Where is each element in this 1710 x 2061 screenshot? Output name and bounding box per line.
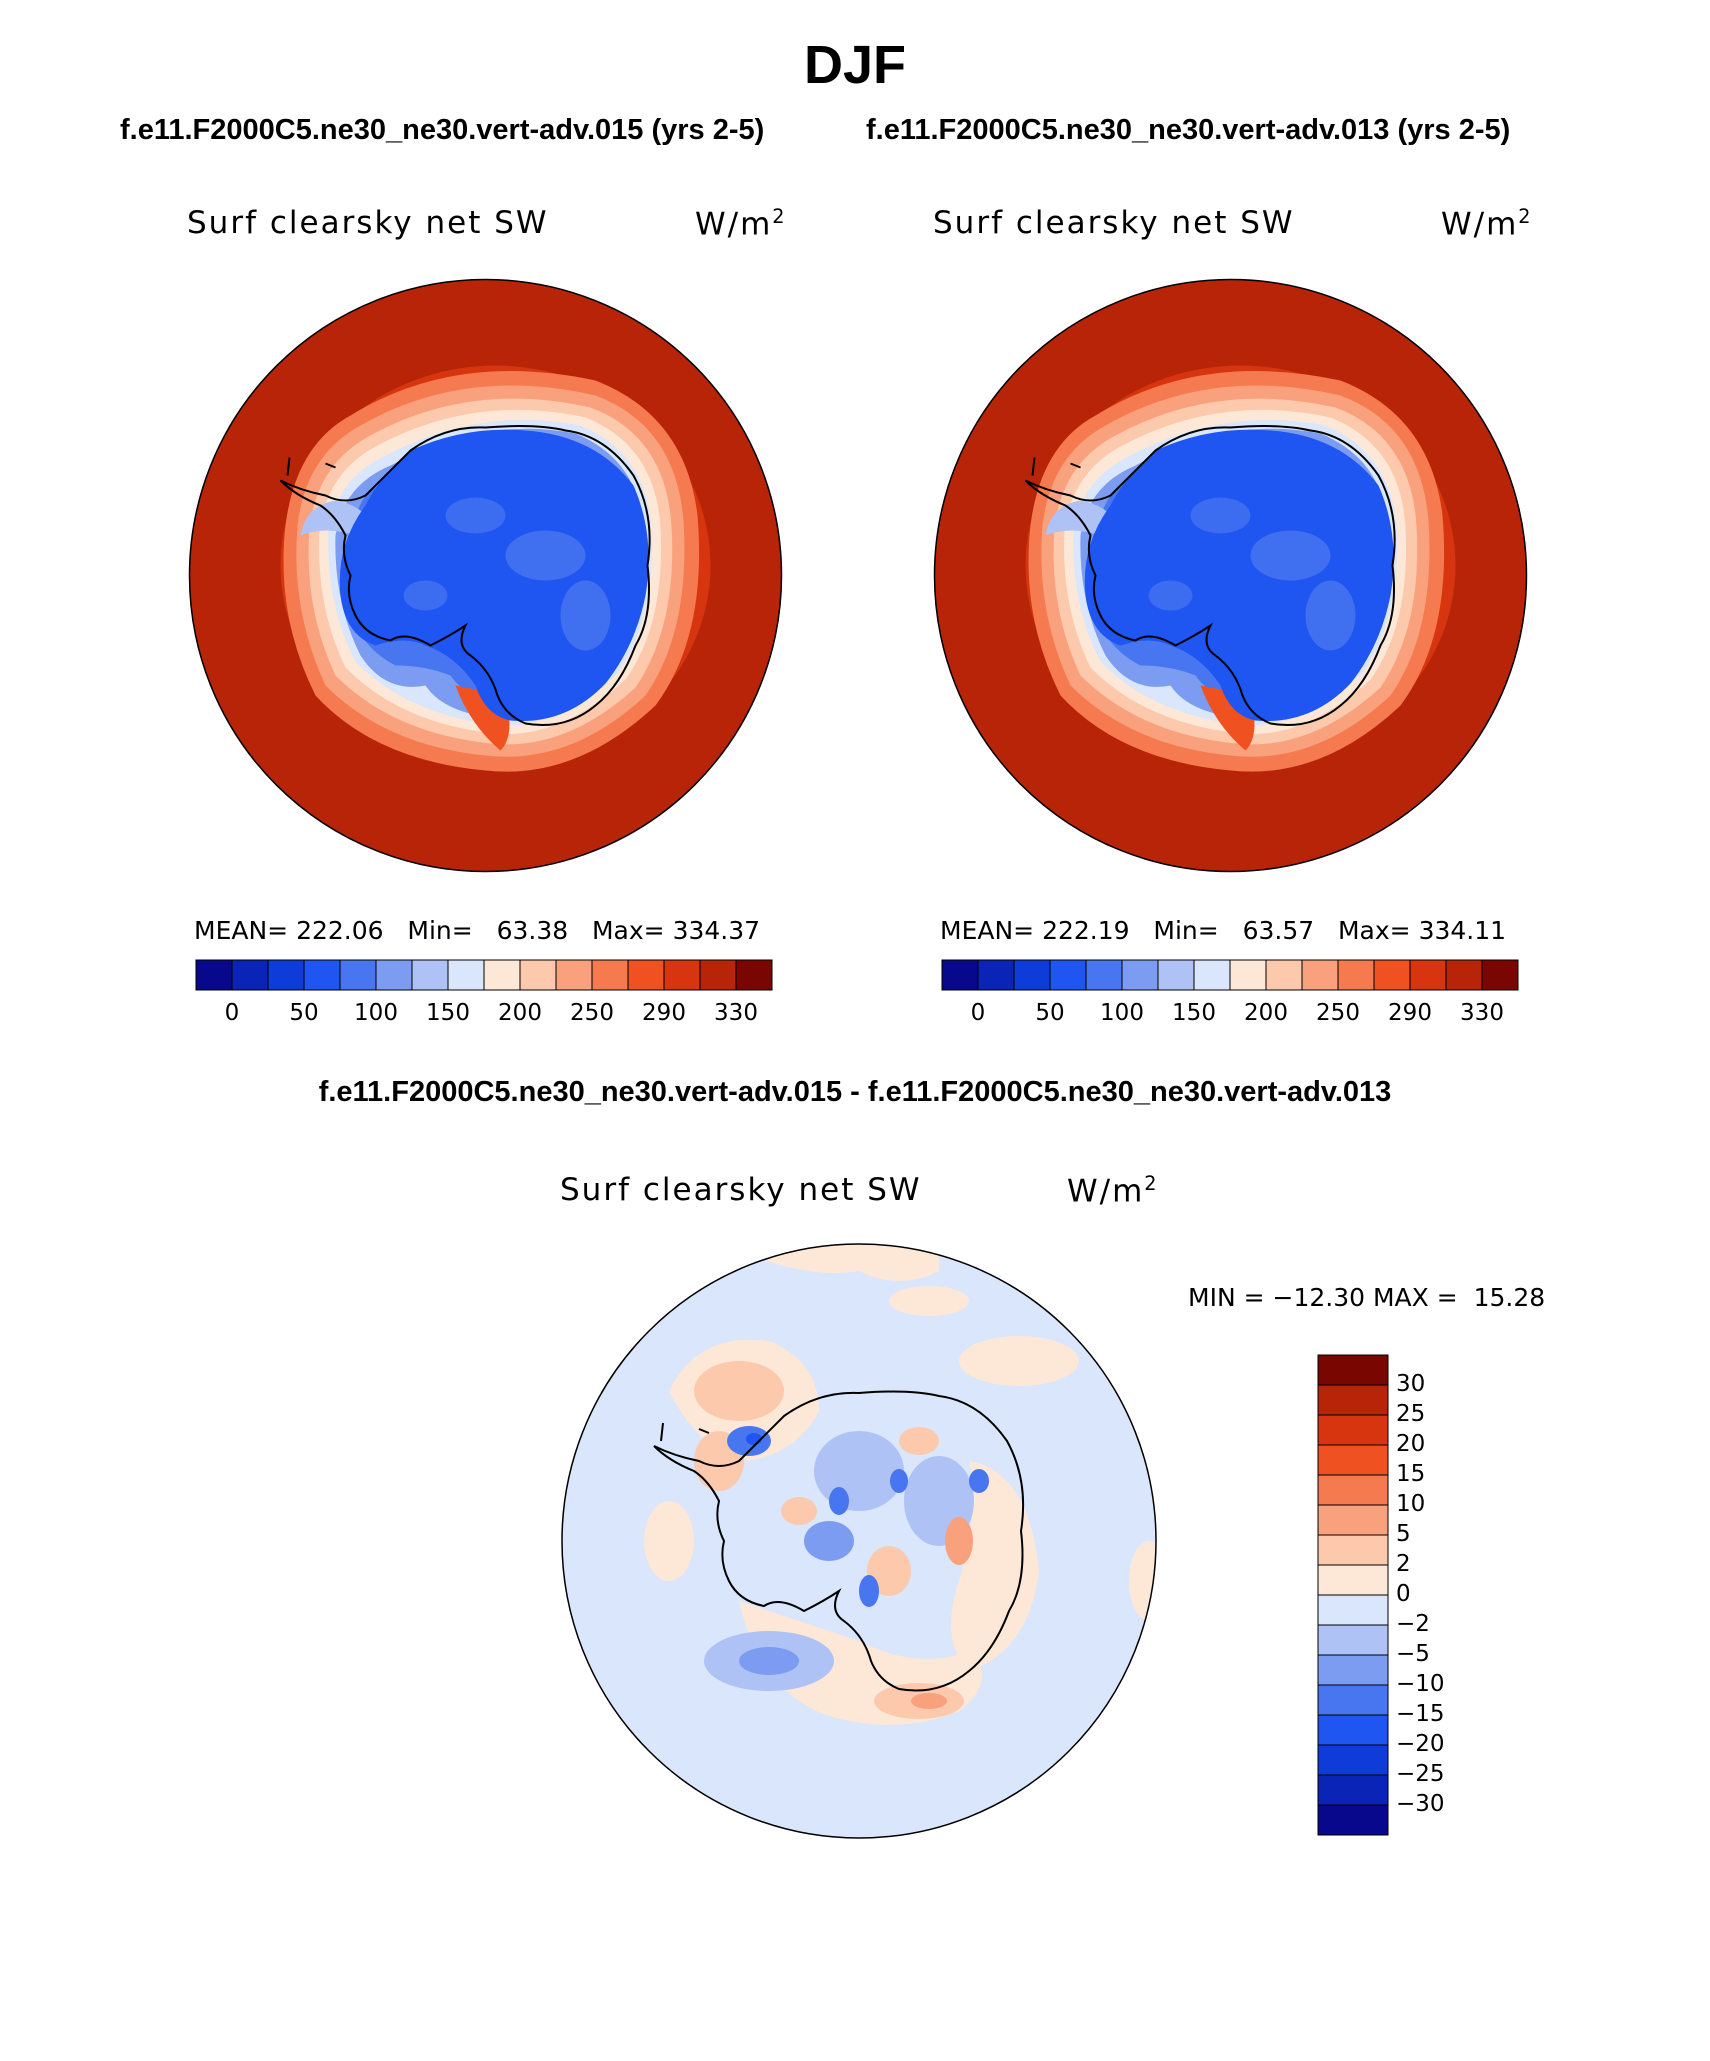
colorbar-swatch	[231, 959, 269, 991]
colorbar-swatch	[555, 959, 593, 991]
colorbar-level-label: −2	[1396, 1611, 1430, 1637]
colorbar-swatch	[1317, 1534, 1389, 1566]
diff-colorbar	[1317, 1354, 1389, 1836]
colorbar-swatch	[1317, 1714, 1389, 1746]
colorbar-swatch	[977, 959, 1015, 991]
colorbar-level-label: −20	[1396, 1731, 1445, 1757]
colorbar-tick-label: 250	[1316, 1000, 1360, 1026]
case1-header: f.e11.F2000C5.ne30_ne30.vert-adv.015 (yr…	[120, 114, 765, 146]
colorbar-swatch	[1317, 1564, 1389, 1596]
colorbar-swatch	[1317, 1654, 1389, 1686]
panel2-map	[933, 278, 1528, 873]
colorbar-swatch	[1085, 959, 1123, 991]
colorbar-tick-label: 50	[289, 1000, 319, 1026]
colorbar-swatch	[1317, 1384, 1389, 1416]
colorbar-tick-label: 0	[224, 1000, 240, 1026]
colorbar-swatch	[1193, 959, 1231, 991]
colorbar-swatch	[1301, 959, 1339, 991]
colorbar-level-label: 2	[1396, 1551, 1411, 1577]
colorbar-swatch	[1445, 959, 1483, 991]
panel1-map	[188, 278, 783, 873]
colorbar-swatch	[1229, 959, 1267, 991]
colorbar-swatch	[591, 959, 629, 991]
colorbar-swatch	[519, 959, 557, 991]
colorbar-tick-label: 250	[570, 1000, 614, 1026]
diff-panel-title: Surf clearsky net SW	[560, 1172, 922, 1208]
colorbar-tick-label: 100	[1100, 1000, 1144, 1026]
colorbar-swatch	[663, 959, 701, 991]
colorbar-swatch	[627, 959, 665, 991]
colorbar-tick-label: 330	[1460, 1000, 1504, 1026]
diff-map	[561, 1243, 1157, 1839]
colorbar-swatch	[1049, 959, 1087, 991]
colorbar-swatch	[339, 959, 377, 991]
colorbar-level-label: 0	[1396, 1581, 1411, 1607]
panel1-title: Surf clearsky net SW	[187, 205, 549, 241]
colorbar-level-label: −5	[1396, 1641, 1430, 1667]
colorbar-swatch	[1157, 959, 1195, 991]
colorbar-swatch	[1317, 1414, 1389, 1446]
colorbar-swatch	[1317, 1444, 1389, 1476]
colorbar-swatch	[1373, 959, 1411, 991]
colorbar-tick-label: 150	[426, 1000, 470, 1026]
colorbar-swatch	[941, 959, 979, 991]
colorbar-swatch	[303, 959, 341, 991]
colorbar-tick-label: 100	[354, 1000, 398, 1026]
colorbar-swatch	[1317, 1504, 1389, 1536]
colorbar-swatch	[411, 959, 449, 991]
diff-panel-units: W/m2	[1067, 1172, 1159, 1210]
colorbar-swatch	[267, 959, 305, 991]
colorbar-tick-label: 0	[970, 1000, 986, 1026]
colorbar-swatch	[1317, 1684, 1389, 1716]
colorbar-level-label: −25	[1396, 1761, 1445, 1787]
colorbar-swatch	[1317, 1594, 1389, 1626]
colorbar-swatch	[483, 959, 521, 991]
colorbar-tick-label: 290	[642, 1000, 686, 1026]
colorbar-swatch	[1317, 1744, 1389, 1776]
panel2-colorbar	[941, 959, 1519, 991]
colorbar-level-label: 5	[1396, 1521, 1411, 1547]
colorbar-swatch	[1337, 959, 1375, 991]
colorbar-level-label: 30	[1396, 1371, 1426, 1397]
colorbar-tick-label: 50	[1035, 1000, 1065, 1026]
panel2-title: Surf clearsky net SW	[933, 205, 1295, 241]
colorbar-level-label: 25	[1396, 1401, 1426, 1427]
colorbar-swatch	[1317, 1624, 1389, 1656]
colorbar-level-label: 15	[1396, 1461, 1426, 1487]
colorbar-swatch	[1265, 959, 1303, 991]
colorbar-swatch	[1317, 1354, 1389, 1386]
panel2-units: W/m2	[1441, 205, 1533, 243]
colorbar-level-label: −15	[1396, 1701, 1445, 1727]
colorbar-level-label: −30	[1396, 1791, 1445, 1817]
colorbar-swatch	[1317, 1474, 1389, 1506]
colorbar-tick-label: 150	[1172, 1000, 1216, 1026]
colorbar-swatch	[1481, 959, 1519, 991]
colorbar-tick-label: 290	[1388, 1000, 1432, 1026]
panel1-stats: MEAN= 222.06 Min= 63.38 Max= 334.37	[194, 916, 761, 945]
colorbar-swatch	[1013, 959, 1051, 991]
diff-minmax: MIN = −12.30 MAX = 15.28	[1188, 1283, 1546, 1312]
season-title: DJF	[803, 35, 906, 95]
colorbar-swatch	[1317, 1804, 1389, 1836]
colorbar-swatch	[1409, 959, 1447, 991]
colorbar-swatch	[699, 959, 737, 991]
colorbar-level-label: 20	[1396, 1431, 1426, 1457]
panel1-units: W/m2	[695, 205, 787, 243]
diff-header: f.e11.F2000C5.ne30_ne30.vert-adv.015 - f…	[318, 1076, 1392, 1108]
colorbar-level-label: 10	[1396, 1491, 1426, 1517]
case2-header: f.e11.F2000C5.ne30_ne30.vert-adv.013 (yr…	[866, 114, 1511, 146]
colorbar-swatch	[447, 959, 485, 991]
colorbar-tick-label: 200	[498, 1000, 542, 1026]
colorbar-tick-label: 200	[1244, 1000, 1288, 1026]
colorbar-level-label: −10	[1396, 1671, 1445, 1697]
colorbar-swatch	[375, 959, 413, 991]
panel2-stats: MEAN= 222.19 Min= 63.57 Max= 334.11	[940, 916, 1507, 945]
colorbar-swatch	[735, 959, 773, 991]
panel1-colorbar	[195, 959, 773, 991]
colorbar-tick-label: 330	[714, 1000, 758, 1026]
colorbar-swatch	[1317, 1774, 1389, 1806]
colorbar-swatch	[1121, 959, 1159, 991]
colorbar-swatch	[195, 959, 233, 991]
